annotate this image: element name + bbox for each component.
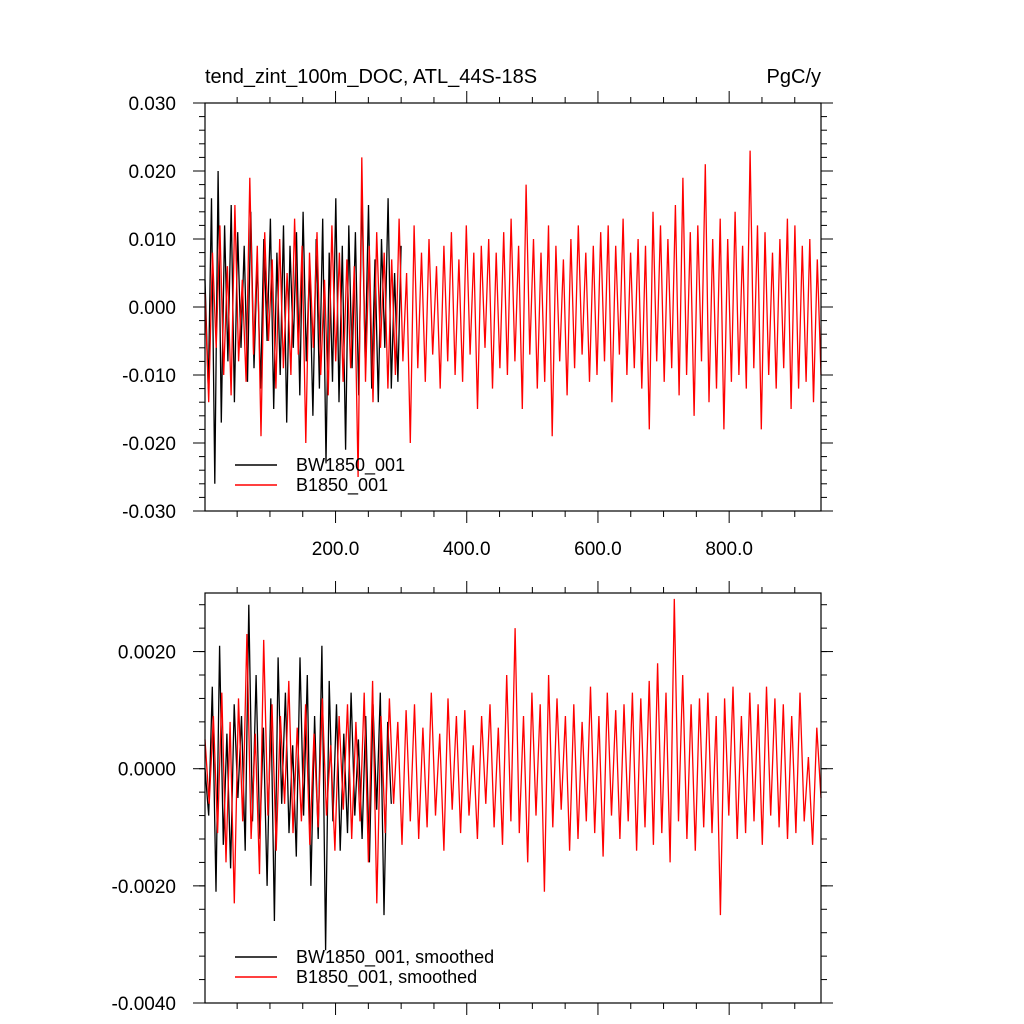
top-panel-y-tick-label: -0.030 xyxy=(122,502,176,523)
top-panel-legend-label-1: BW1850_001 xyxy=(296,455,405,476)
bottom-panel-y-tick-label: 0.0020 xyxy=(118,643,176,664)
top-panel-y-tick-label: 0.010 xyxy=(128,230,176,251)
bottom-panel-legend-label-1: BW1850_001, smoothed xyxy=(296,947,494,968)
top-panel-y-tick-label: -0.010 xyxy=(122,366,176,387)
top-panel-y-tick-label: 0.030 xyxy=(128,94,176,115)
top-panel-x-tick-label: 400.0 xyxy=(443,539,491,560)
bottom-panel-series-line-1 xyxy=(204,604,392,951)
bottom-panel-y-tick-label: -0.0040 xyxy=(112,994,176,1015)
top-panel-axes: 200.0 400.0 600.0 800.0 -0.030 -0.020 -0.010 0.… xyxy=(122,91,833,560)
bottom-panel-y-tick-label: -0.0020 xyxy=(112,877,176,898)
top-panel-units: PgC/y xyxy=(767,66,821,88)
top-panel-series-line-1 xyxy=(204,170,402,484)
top-panel-legend-label-2: B1850_001 xyxy=(296,475,388,496)
bottom-panel-legend-label-2: B1850_001, smoothed xyxy=(296,967,477,988)
bottom-panel-y-tick-label: 0.0000 xyxy=(118,760,176,781)
bottom-panel-axes: -0.0040 -0.0020 0.0000 0.0020 xyxy=(112,581,833,1015)
top-panel-x-tick-label: 600.0 xyxy=(574,539,622,560)
top-panel: tend_zint_100m_DOC, ATL_44S-18S PgC/y 20… xyxy=(122,66,833,560)
top-panel-x-tick-label: 800.0 xyxy=(705,539,753,560)
top-panel-series xyxy=(204,150,822,484)
top-panel-y-tick-label: -0.020 xyxy=(122,434,176,455)
bottom-panel-series-line-2 xyxy=(204,598,822,916)
bottom-panel-plot-frame xyxy=(204,592,822,1004)
top-panel-y-tick-label: 0.020 xyxy=(128,162,176,183)
top-panel-x-tick-label: 200.0 xyxy=(312,539,360,560)
top-panel-series-line-2 xyxy=(204,150,822,478)
bottom-panel-series xyxy=(204,598,822,951)
top-panel-y-tick-label: 0.000 xyxy=(128,298,176,319)
top-panel-title: tend_zint_100m_DOC, ATL_44S-18S xyxy=(205,66,537,88)
bottom-panel: -0.0040 -0.0020 0.0000 0.0020 BW1850_001, s… xyxy=(112,581,833,1015)
